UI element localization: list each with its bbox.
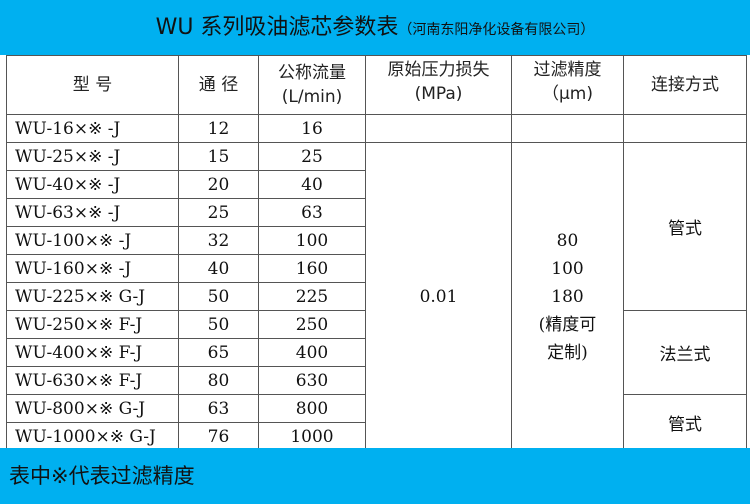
model-cell: WU-1000×※ G-J <box>6 422 179 451</box>
header-model: 型 号 <box>6 55 179 115</box>
flow-cell: 630 <box>258 366 366 395</box>
model-cell: WU-225×※ G-J <box>6 282 179 311</box>
precision-value: (精度可 <box>538 314 597 335</box>
header-connection: 连接方式 <box>623 55 747 115</box>
table-row: WU-63×※ -J 25 63 <box>6 198 747 227</box>
table-row: WU-160×※ -J 40 160 <box>6 254 747 283</box>
diameter-cell: 20 <box>178 170 259 199</box>
header-precision: 过滤精度 （μm) <box>511 55 624 115</box>
diameter-cell: 65 <box>178 338 259 367</box>
precision-value: 180 <box>551 286 584 307</box>
header-pressure: 原始压力损失 (MPa) <box>365 55 512 115</box>
flow-cell: 400 <box>258 338 366 367</box>
header-diameter: 通 径 <box>178 55 259 115</box>
diameter-cell: 63 <box>178 394 259 423</box>
precision-value: 定制) <box>547 342 588 363</box>
connection-cell: 管式 <box>623 394 747 451</box>
model-cell: WU-250×※ F-J <box>6 310 179 339</box>
flow-cell: 225 <box>258 282 366 311</box>
flow-cell: 25 <box>258 142 366 171</box>
diameter-cell: 50 <box>178 310 259 339</box>
connection-cell: 管式 <box>623 142 747 311</box>
precision-value: 100 <box>551 258 584 279</box>
model-cell: WU-100×※ -J <box>6 226 179 255</box>
title-banner: WU 系列吸油滤芯参数表（河南东阳净化设备有限公司） <box>0 0 750 55</box>
flow-cell: 16 <box>258 114 366 143</box>
model-cell: WU-800×※ G-J <box>6 394 179 423</box>
table-row: WU-100×※ -J 32 100 <box>6 226 747 255</box>
flow-cell: 160 <box>258 254 366 283</box>
flow-cell: 40 <box>258 170 366 199</box>
header-flow: 公称流量 (L/min) <box>258 55 366 115</box>
connection-cell: 法兰式 <box>623 310 747 395</box>
footnote: 表中※代表过滤精度 <box>0 448 750 504</box>
table-row: WU-1000×※ G-J 76 1000 <box>6 422 747 451</box>
table-row: WU-40×※ -J 20 40 <box>6 170 747 199</box>
flow-cell: 250 <box>258 310 366 339</box>
diameter-cell: 25 <box>178 198 259 227</box>
diameter-cell: 40 <box>178 254 259 283</box>
model-cell: WU-63×※ -J <box>6 198 179 227</box>
model-cell: WU-25×※ -J <box>6 142 179 171</box>
flow-cell: 1000 <box>258 422 366 451</box>
table-row: WU-225×※ G-J 50 225 <box>6 282 747 311</box>
precision-value: 80 <box>556 230 579 251</box>
table-row: WU-250×※ F-J 50 250 法兰式 <box>6 310 747 395</box>
model-cell: WU-400×※ F-J <box>6 338 179 367</box>
flow-cell: 63 <box>258 198 366 227</box>
header-row: 型 号 通 径 公称流量 (L/min) 原始压力损失 (MPa) 过滤精度 （μm)… <box>6 55 747 115</box>
diameter-cell: 76 <box>178 422 259 451</box>
model-cell: WU-40×※ -J <box>6 170 179 199</box>
precision-cell: 80 100 180 (精度可定制) <box>511 142 624 451</box>
flow-cell: 800 <box>258 394 366 423</box>
diameter-cell: 15 <box>178 142 259 171</box>
model-cell: WU-160×※ -J <box>6 254 179 283</box>
table-title: WU 系列吸油滤芯参数表 <box>155 15 399 40</box>
parameter-table: 型 号 通 径 公称流量 (L/min) 原始压力损失 (MPa) 过滤精度 （μm)… <box>6 55 747 451</box>
table-row: WU-630×※ F-J 80 630 <box>6 366 747 395</box>
model-cell: WU-16×※ -J <box>6 114 179 143</box>
precision-cell-empty <box>511 114 624 143</box>
table-row: WU-25×※ -J 15 25 0.01 80 100 180 (精度可 定制) 管式 <box>6 142 747 451</box>
table-row: WU-400×※ F-J 65 400 <box>6 338 747 367</box>
diameter-cell: 80 <box>178 366 259 395</box>
diameter-cell: 50 <box>178 282 259 311</box>
connection-cell-empty <box>623 114 747 143</box>
diameter-cell: 12 <box>178 114 259 143</box>
table-row: WU-16×※ -J 12 16 <box>6 114 747 143</box>
model-cell: WU-630×※ F-J <box>6 366 179 395</box>
diameter-cell: 32 <box>178 226 259 255</box>
company-name: （河南东阳净化设备有限公司） <box>398 22 595 38</box>
table-row: WU-800×※ G-J 63 800 管式 <box>6 394 747 451</box>
pressure-loss-cell: 0.01 <box>365 142 512 451</box>
flow-cell: 100 <box>258 226 366 255</box>
pressure-cell-empty <box>365 114 512 143</box>
